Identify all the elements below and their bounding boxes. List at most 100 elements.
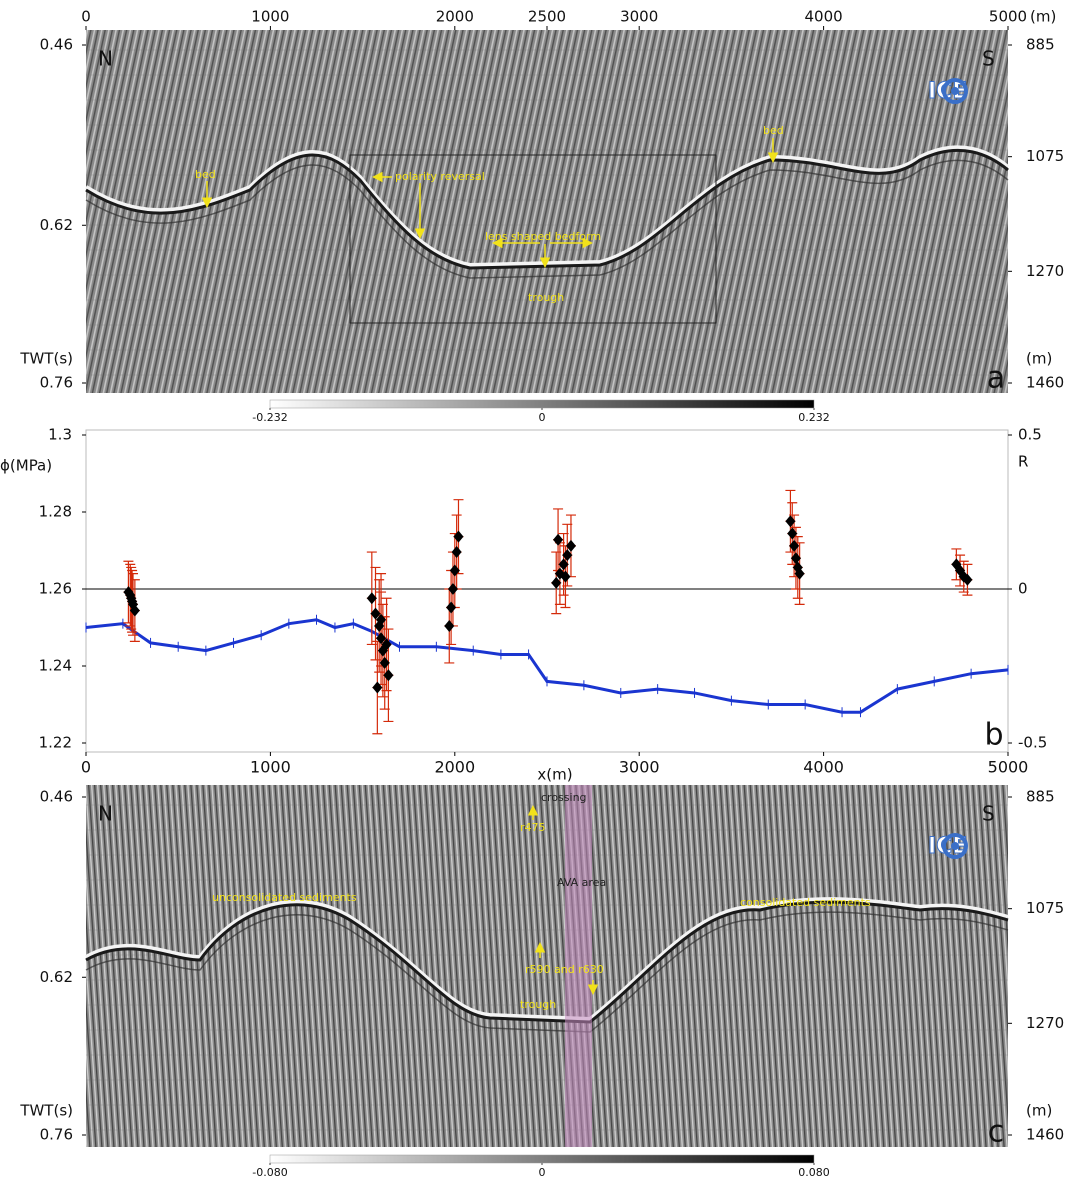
x-tick-label: 4000 [805, 8, 843, 26]
panels: 0.46 0.62 0.76 TWT(s) 885 1075 1270 1460 (m) 0 100… [0, 8, 1064, 1180]
colorbar [269, 1154, 815, 1164]
colorbar-tick-label: 0 [539, 411, 546, 424]
data-point [449, 564, 460, 577]
x-axis-label: (m) [1030, 8, 1056, 26]
colorbar-tick-label: -0.080 [252, 1166, 287, 1179]
data-point [565, 539, 576, 552]
panel-label: c [988, 1115, 1005, 1150]
data-point [376, 632, 387, 645]
annotation: trough [528, 291, 564, 304]
logo-dot [951, 87, 959, 95]
x-tick-label: 5000 [989, 8, 1027, 26]
y2-axis-label: (m) [1026, 1102, 1052, 1120]
compass-label: S [982, 802, 995, 826]
data-point [129, 604, 140, 617]
y-axis-label: ϕ(MPa) [0, 457, 52, 475]
panel-label: a [987, 361, 1005, 396]
data-point [370, 607, 381, 620]
logo-dot [951, 842, 959, 850]
compass-label: S [982, 47, 995, 71]
logo-ring [942, 833, 968, 859]
y2-tick-label: 1075 [1026, 899, 1064, 917]
logo-ring [942, 78, 968, 104]
data-point [560, 570, 571, 583]
x-tick-label: 0 [81, 8, 91, 26]
x-axis-label: x(m) [537, 766, 572, 784]
x-tick-label: 2000 [436, 8, 474, 26]
data-point [376, 613, 387, 626]
data-point [372, 681, 383, 694]
data-point [125, 589, 136, 602]
annotation: AVA area [557, 876, 606, 889]
y2-tick-label: 885 [1026, 788, 1055, 806]
x-tick-label: 1000 [250, 758, 291, 777]
data-point [553, 533, 564, 546]
reflector-bright [85, 897, 1009, 1022]
panel-label: b [984, 718, 1003, 753]
data-point [789, 539, 800, 552]
y-tick-label: 0.46 [40, 36, 73, 54]
plot-area [85, 429, 1009, 753]
ava-area-band [565, 785, 592, 1147]
annotation: bed [763, 124, 784, 137]
y2-axis-label: (m) [1026, 350, 1052, 368]
compass-label: N [98, 47, 113, 71]
data-point [787, 527, 798, 540]
y2-axis-label: R [1018, 453, 1028, 471]
y2-tick-label: 1075 [1026, 147, 1064, 165]
seismic-image [86, 785, 1008, 1147]
y2-tick-label: 0.5 [1018, 426, 1042, 444]
annotation: bed [195, 168, 216, 181]
annotation: consolidated sediments [740, 896, 871, 909]
y2-tick-label: 1270 [1026, 1014, 1064, 1032]
data-point [962, 573, 973, 586]
data-point [562, 549, 573, 562]
data-point [379, 656, 390, 669]
y-tick-label: 0.46 [40, 788, 73, 806]
zoom-box [349, 154, 717, 324]
x-tick-label: 3000 [620, 8, 658, 26]
x-tick-label: 4000 [803, 758, 844, 777]
y2-tick-label: -0.5 [1018, 734, 1047, 752]
data-point [366, 592, 377, 605]
reflector-dark [85, 148, 1009, 270]
data-point [558, 558, 569, 571]
colorbar [269, 399, 815, 409]
y-tick-label: 0.76 [40, 1126, 73, 1144]
y-tick-label: 1.24 [39, 657, 72, 675]
data-point [794, 567, 805, 580]
data-point [444, 619, 455, 632]
compass-label: N [98, 802, 113, 826]
data-point [446, 601, 457, 614]
y-tick-label: 0.62 [40, 216, 73, 234]
y-tick-label: 1.28 [39, 503, 72, 521]
annotation: polarity reversal [395, 170, 485, 183]
x-tick-label: 3000 [619, 758, 660, 777]
reflector-deep [85, 911, 1009, 1033]
data-point [447, 583, 458, 595]
y2-tick-label: 0 [1018, 580, 1028, 598]
annotation: unconsolidated sediments [212, 891, 357, 904]
annotation: r475 [520, 821, 546, 834]
data-point [453, 530, 464, 543]
colorbar-tick-label: -0.232 [252, 411, 287, 424]
data-point [790, 552, 801, 565]
y-tick-label: 0.76 [40, 374, 73, 392]
y-axis-label: TWT(s) [19, 350, 73, 368]
y2-tick-label: 1270 [1026, 262, 1064, 280]
data-point [383, 669, 394, 682]
y2-tick-label: 1460 [1026, 374, 1064, 392]
y-tick-label: 1.22 [39, 734, 72, 752]
x-tick-label: 2000 [434, 758, 475, 777]
y-axis-label: TWT(s) [19, 1102, 73, 1120]
x-tick-label: 2500 [528, 8, 566, 26]
reflector-deep [85, 159, 1009, 279]
annotation: lens shaped bedform [485, 230, 601, 243]
annotation: r590 and r630 [525, 963, 604, 976]
data-point [785, 515, 796, 528]
annotation: trough [520, 998, 556, 1011]
y2-tick-label: 885 [1026, 36, 1055, 54]
reflector-dark [85, 900, 1009, 1024]
x-tick-label: 0 [81, 758, 91, 777]
